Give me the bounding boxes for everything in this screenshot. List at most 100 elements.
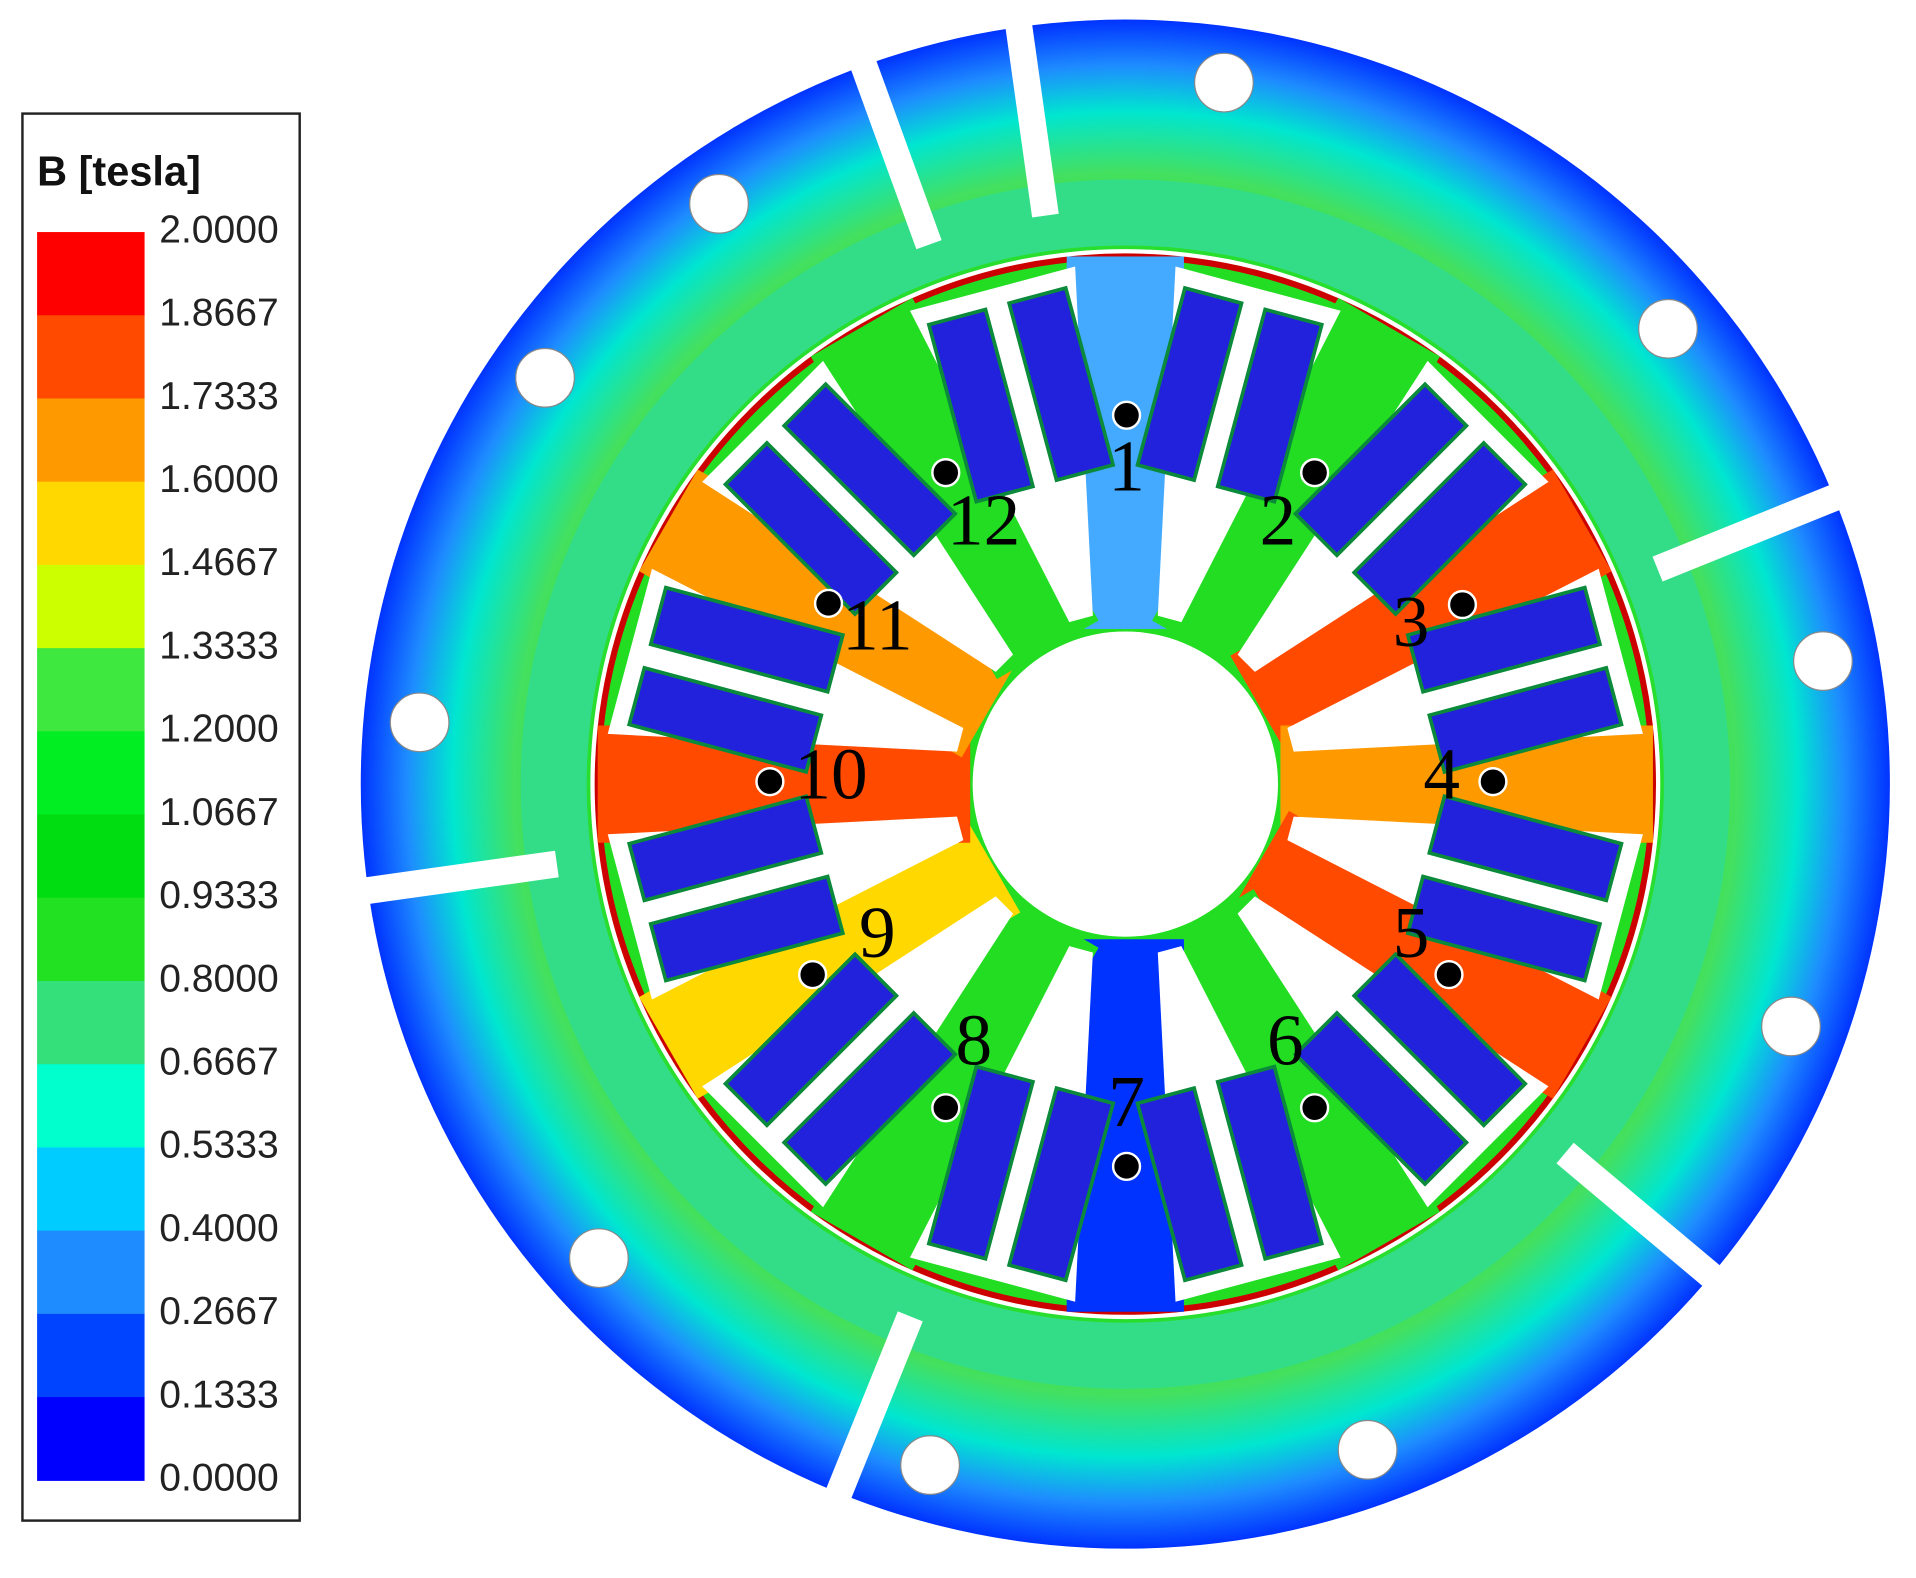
slot bbox=[1237, 360, 1549, 672]
slot-opening bbox=[702, 896, 1014, 1208]
tooth-body bbox=[1280, 725, 1653, 843]
bolt-hole bbox=[1337, 1419, 1398, 1480]
bolt-hole bbox=[389, 692, 450, 753]
legend-level: 0.9333 bbox=[159, 874, 279, 917]
region-label: 2 bbox=[1260, 479, 1297, 560]
bolt-hole bbox=[1193, 52, 1254, 113]
legend-level: 0.0000 bbox=[159, 1457, 279, 1500]
legend-band bbox=[37, 315, 145, 400]
bolt-hole bbox=[1638, 298, 1698, 359]
bolt-hole bbox=[1761, 996, 1821, 1057]
coil bbox=[626, 794, 824, 903]
legend-band bbox=[37, 1397, 145, 1481]
tooth bbox=[639, 810, 1021, 1099]
slit-cut bbox=[849, 56, 942, 250]
coil bbox=[1292, 381, 1470, 558]
bolt-hole bbox=[689, 173, 749, 234]
slit-cut bbox=[1556, 1142, 1724, 1290]
bolt-hole bbox=[568, 1228, 629, 1289]
legend-band bbox=[37, 897, 145, 982]
legend-level: 0.6667 bbox=[159, 1041, 279, 1084]
region-label: 11 bbox=[842, 584, 913, 665]
region-dot bbox=[1434, 959, 1464, 990]
tooth-body bbox=[639, 810, 1021, 1099]
region-label: 3 bbox=[1393, 581, 1430, 662]
slot bbox=[607, 568, 964, 775]
region-dot bbox=[798, 959, 828, 990]
coil bbox=[1006, 285, 1116, 483]
slit bbox=[361, 850, 559, 905]
legend-level: 1.7333 bbox=[159, 375, 279, 418]
region-label: 4 bbox=[1423, 733, 1460, 814]
stator-band bbox=[520, 179, 1730, 1389]
coil bbox=[1351, 951, 1528, 1128]
region-label: 5 bbox=[1393, 892, 1430, 973]
bolt-hole bbox=[515, 347, 575, 408]
coil bbox=[926, 1064, 1036, 1261]
region-label: 10 bbox=[794, 733, 867, 814]
legend-level: 0.2667 bbox=[159, 1290, 279, 1333]
slot-opening bbox=[1237, 360, 1549, 672]
legend-band bbox=[37, 980, 145, 1065]
coil bbox=[1351, 440, 1528, 617]
region-dot bbox=[755, 767, 785, 797]
tooth bbox=[1152, 297, 1440, 680]
slit-cut bbox=[1004, 20, 1059, 218]
legend-level: 1.4667 bbox=[159, 541, 279, 584]
legend-level: 0.5333 bbox=[159, 1124, 279, 1167]
legend-level: 0.4000 bbox=[159, 1207, 279, 1250]
slot bbox=[1287, 794, 1643, 1000]
legend-level: 1.3333 bbox=[159, 624, 279, 667]
slit bbox=[1556, 1142, 1724, 1290]
tooth bbox=[1230, 810, 1612, 1099]
slot bbox=[607, 794, 964, 1000]
legend-band bbox=[37, 398, 145, 483]
region-dot bbox=[1111, 1151, 1142, 1182]
coil bbox=[781, 381, 958, 558]
region-dot bbox=[813, 588, 844, 619]
region-dot bbox=[1299, 458, 1330, 488]
legend-level: 2.0000 bbox=[159, 208, 279, 251]
region-label: 12 bbox=[947, 479, 1020, 560]
slot bbox=[702, 896, 1014, 1208]
legend: 2.0000 1.8667 1.7333 1.6000 1.4667 1.3333 1.20… bbox=[37, 208, 279, 1500]
region-label: 6 bbox=[1267, 1000, 1304, 1081]
legend-band bbox=[37, 232, 145, 316]
region-label: 8 bbox=[956, 1000, 993, 1081]
legend-band bbox=[37, 1313, 145, 1398]
region-dot bbox=[931, 458, 961, 488]
coil bbox=[1006, 1085, 1116, 1283]
slit-cut bbox=[361, 850, 559, 905]
region-label: 1 bbox=[1108, 426, 1145, 507]
tooth-body bbox=[810, 889, 1099, 1271]
legend-level: 1.2000 bbox=[159, 708, 279, 751]
legend-level: 1.0667 bbox=[159, 791, 279, 834]
coil bbox=[1292, 1010, 1470, 1187]
region-dot bbox=[1299, 1093, 1330, 1123]
coil bbox=[648, 585, 846, 694]
tooth-body bbox=[810, 297, 1099, 680]
coil bbox=[1427, 665, 1624, 775]
legend-level: 0.1333 bbox=[159, 1373, 279, 1416]
tooth bbox=[810, 297, 1099, 680]
slit bbox=[1652, 483, 1844, 582]
tooth bbox=[810, 889, 1099, 1271]
legend-level: 1.8667 bbox=[159, 292, 279, 335]
tooth bbox=[1280, 725, 1653, 843]
slit-cut bbox=[1652, 483, 1844, 582]
slot bbox=[1135, 266, 1341, 623]
coil bbox=[1215, 307, 1325, 504]
tooth-body bbox=[1230, 810, 1612, 1099]
coil bbox=[1427, 794, 1624, 903]
bolt-hole bbox=[1793, 631, 1853, 692]
legend-band bbox=[37, 814, 145, 899]
legend-band bbox=[37, 731, 145, 816]
shaft-hole bbox=[972, 631, 1278, 937]
slot bbox=[1135, 946, 1341, 1302]
legend-level: 1.6000 bbox=[159, 458, 279, 501]
coil bbox=[1405, 874, 1603, 983]
region-label: 9 bbox=[859, 892, 896, 973]
coil bbox=[781, 1010, 958, 1187]
legend-band bbox=[37, 1064, 145, 1149]
